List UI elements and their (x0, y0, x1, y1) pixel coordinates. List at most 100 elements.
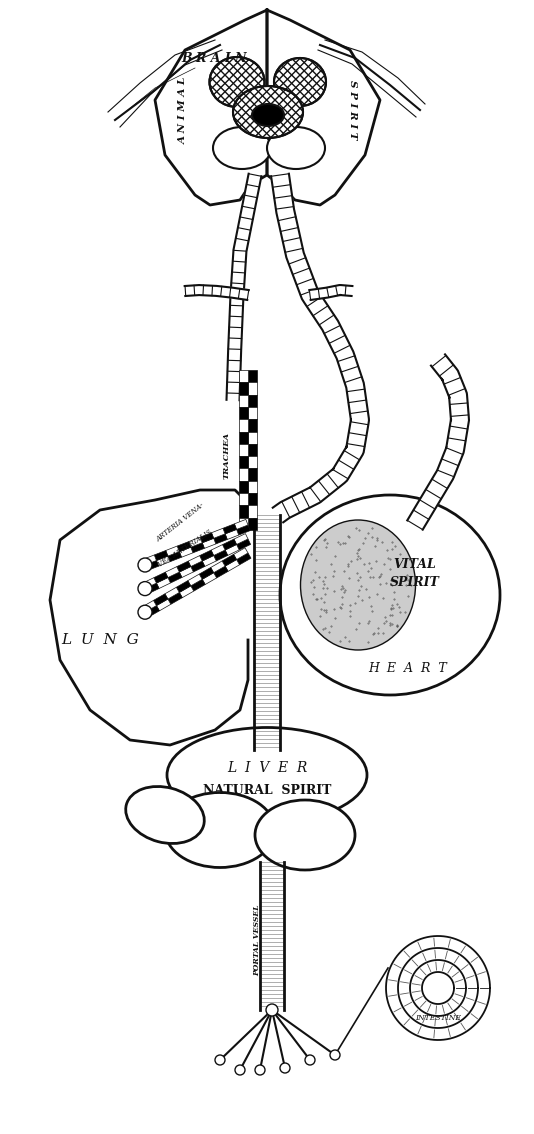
Polygon shape (237, 539, 250, 550)
Polygon shape (248, 456, 257, 468)
Text: SPIRIT: SPIRIT (390, 575, 440, 589)
Text: INTESTINE: INTESTINE (415, 1014, 461, 1022)
Polygon shape (168, 592, 182, 604)
Polygon shape (154, 550, 168, 560)
Polygon shape (143, 555, 156, 565)
Polygon shape (239, 493, 248, 506)
Polygon shape (248, 382, 257, 395)
Polygon shape (248, 518, 257, 530)
Polygon shape (248, 493, 257, 506)
Polygon shape (239, 407, 248, 420)
Circle shape (330, 1050, 340, 1060)
Polygon shape (248, 468, 257, 481)
Circle shape (138, 558, 152, 572)
Polygon shape (239, 506, 248, 518)
Polygon shape (168, 551, 182, 561)
Polygon shape (267, 10, 380, 205)
Polygon shape (214, 566, 228, 578)
Polygon shape (223, 539, 237, 550)
Polygon shape (225, 530, 239, 540)
Polygon shape (226, 174, 261, 400)
Text: PORTAL VESSEL: PORTAL VESSEL (253, 904, 261, 976)
Polygon shape (155, 10, 267, 205)
Text: ARTERIA VENA-: ARTERIA VENA- (154, 501, 206, 543)
Polygon shape (239, 518, 248, 530)
Polygon shape (156, 556, 170, 566)
Text: NATURAL  SPIRIT: NATURAL SPIRIT (203, 784, 331, 796)
Polygon shape (234, 534, 248, 544)
Text: VITAL: VITAL (394, 559, 436, 572)
Ellipse shape (252, 104, 284, 126)
Polygon shape (202, 539, 216, 549)
Polygon shape (237, 553, 251, 565)
Polygon shape (248, 443, 257, 456)
Polygon shape (154, 573, 168, 583)
Polygon shape (239, 456, 248, 468)
Polygon shape (248, 395, 257, 407)
Text: A N I M A L: A N I M A L (178, 76, 187, 144)
Circle shape (138, 606, 152, 619)
Polygon shape (177, 542, 191, 551)
Ellipse shape (167, 728, 367, 822)
Ellipse shape (301, 521, 415, 650)
Polygon shape (145, 606, 160, 617)
Text: B R A I N: B R A I N (181, 51, 247, 65)
Polygon shape (179, 548, 193, 557)
Text: L  U  N  G: L U N G (61, 633, 139, 648)
Ellipse shape (213, 127, 271, 169)
Polygon shape (248, 506, 257, 518)
Ellipse shape (165, 793, 275, 868)
Polygon shape (239, 443, 248, 456)
Polygon shape (225, 544, 239, 556)
Polygon shape (239, 420, 248, 432)
Polygon shape (166, 547, 179, 556)
Polygon shape (214, 550, 227, 561)
Polygon shape (179, 567, 193, 577)
Polygon shape (200, 550, 214, 561)
Polygon shape (239, 468, 248, 481)
Polygon shape (237, 525, 250, 535)
Polygon shape (234, 519, 248, 530)
Polygon shape (153, 594, 168, 606)
Circle shape (255, 1065, 265, 1075)
Circle shape (235, 1065, 245, 1075)
Polygon shape (239, 370, 248, 382)
Text: H  E  A  R  T: H E A R T (368, 661, 447, 675)
Text: L  I  V  E  R: L I V E R (227, 761, 307, 775)
Polygon shape (145, 583, 159, 594)
Ellipse shape (233, 86, 303, 138)
Polygon shape (225, 559, 240, 572)
Polygon shape (188, 556, 202, 567)
Polygon shape (223, 524, 237, 534)
Polygon shape (185, 285, 249, 299)
Polygon shape (165, 587, 179, 599)
Circle shape (266, 1004, 278, 1016)
Circle shape (215, 1055, 225, 1065)
Polygon shape (202, 573, 217, 584)
Polygon shape (211, 528, 225, 539)
Polygon shape (214, 534, 227, 544)
Text: S P I R I T: S P I R I T (349, 81, 357, 139)
Polygon shape (233, 548, 248, 559)
Polygon shape (142, 600, 156, 612)
Circle shape (138, 582, 152, 595)
Polygon shape (248, 481, 257, 493)
Polygon shape (199, 567, 214, 579)
Polygon shape (145, 560, 159, 570)
Polygon shape (191, 561, 205, 572)
Polygon shape (189, 538, 202, 548)
Polygon shape (239, 382, 248, 395)
Text: TRACHEA: TRACHEA (223, 431, 231, 479)
Polygon shape (248, 407, 257, 420)
Polygon shape (168, 572, 182, 583)
Polygon shape (50, 490, 248, 745)
Polygon shape (188, 574, 202, 586)
Polygon shape (309, 285, 352, 301)
Polygon shape (200, 533, 214, 543)
Polygon shape (191, 543, 205, 552)
Polygon shape (156, 577, 170, 589)
Polygon shape (176, 581, 191, 592)
Polygon shape (248, 432, 257, 443)
Polygon shape (177, 561, 191, 572)
Polygon shape (407, 355, 469, 530)
